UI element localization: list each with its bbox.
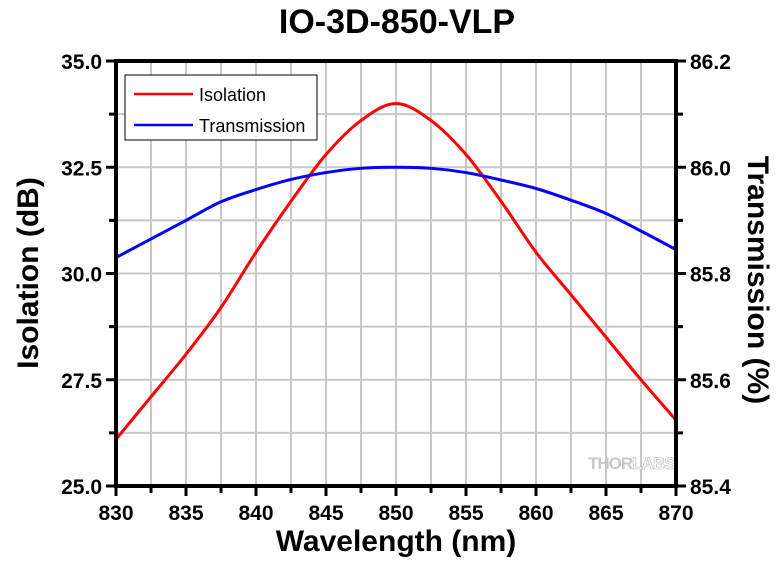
y2-tick-label: 85.4 bbox=[690, 476, 731, 499]
x-tick-label: 855 bbox=[448, 502, 483, 525]
y-tick-label: 30.0 bbox=[61, 264, 102, 287]
legend-label-transmission: Transmission bbox=[199, 116, 305, 136]
watermark-left: THORLABS bbox=[588, 454, 675, 473]
y-tick-label: 35.0 bbox=[61, 51, 102, 74]
y-tick-label: 32.5 bbox=[61, 157, 102, 180]
x-tick-label: 860 bbox=[518, 502, 553, 525]
y2-tick-label: 86.2 bbox=[690, 51, 731, 74]
x-tick-label: 835 bbox=[168, 502, 203, 525]
chart-title: IO-3D-850-VLP bbox=[279, 3, 515, 41]
x-tick-label: 870 bbox=[658, 502, 693, 525]
x-tick-label: 840 bbox=[238, 502, 273, 525]
legend-box bbox=[124, 74, 318, 141]
thorlabs-watermark: THORLABS bbox=[588, 454, 677, 474]
ticks: 830 835 840 845 850 855 860 865 870 25.0 27.5 30.0 3… bbox=[61, 51, 731, 525]
y2-tick-label: 85.8 bbox=[690, 264, 731, 287]
y2-tick-label: 85.6 bbox=[690, 370, 731, 393]
y-tick-label: 27.5 bbox=[61, 370, 102, 393]
y-tick-label: 25.0 bbox=[61, 476, 102, 499]
y-axis-title: Isolation (dB) bbox=[12, 177, 45, 369]
legend: Isolation Transmission bbox=[124, 74, 318, 141]
y2-axis-title: Transmission (%) bbox=[741, 156, 774, 404]
x-tick-label: 845 bbox=[308, 502, 343, 525]
x-tick-label: 865 bbox=[588, 502, 623, 525]
series-group bbox=[114, 101, 678, 441]
legend-label-isolation: Isolation bbox=[199, 85, 266, 105]
x-tick-label: 850 bbox=[378, 502, 413, 525]
x-axis-title: Wavelength (nm) bbox=[276, 525, 517, 558]
x-tick-label: 830 bbox=[98, 502, 133, 525]
y2-tick-label: 86.0 bbox=[690, 157, 731, 180]
series-line-isolation bbox=[114, 101, 678, 441]
